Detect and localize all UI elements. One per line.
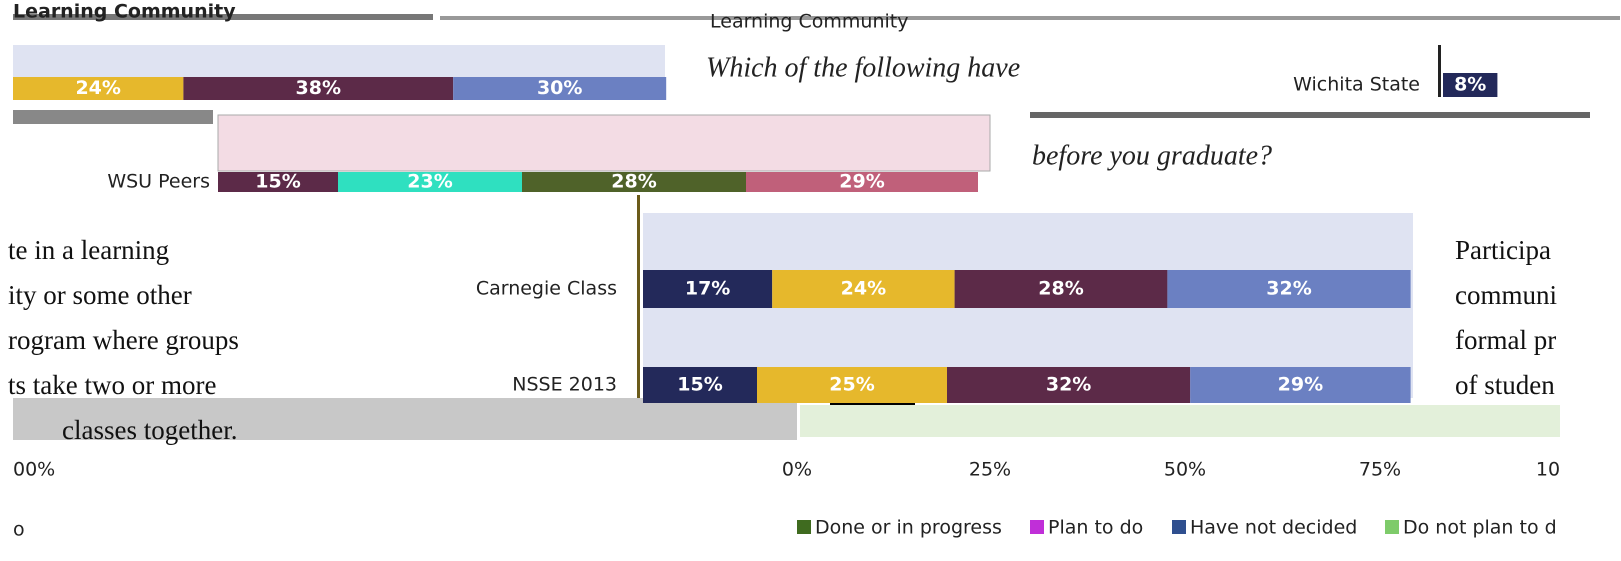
legend-label: Do not plan to d — [1403, 517, 1557, 539]
bar-label: 30% — [537, 77, 582, 99]
bar-segment — [643, 367, 757, 403]
x-tick-label: 50% — [1164, 459, 1206, 481]
legend-swatch — [797, 520, 811, 534]
body-text: communi — [1455, 280, 1557, 310]
bar-segment — [218, 172, 338, 192]
body-text: Participa — [1455, 235, 1551, 265]
bar-segment — [643, 270, 773, 308]
legend-swatch — [1172, 520, 1186, 534]
x-tick-label: 75% — [1359, 459, 1401, 481]
bar-segment — [183, 77, 454, 100]
x-tick-label: 25% — [969, 459, 1011, 481]
bar-segment — [522, 172, 746, 192]
banner: Learning Community — [710, 11, 909, 33]
body-text: te in a learning — [8, 235, 169, 265]
line — [440, 16, 1620, 20]
plot-bg — [13, 45, 665, 77]
row-label: Wichita State — [1293, 74, 1420, 96]
x-tick-label: 10 — [1536, 459, 1560, 481]
bar-label: 23% — [407, 171, 452, 193]
bar-segment — [1190, 367, 1411, 403]
x-tick-label: 0% — [782, 459, 812, 481]
bar-label: 28% — [611, 171, 656, 193]
bar-label: 8% — [1454, 74, 1486, 96]
question: before you graduate? — [1032, 140, 1272, 171]
axis-line — [637, 195, 640, 400]
bar-segment — [947, 367, 1191, 403]
legend-label: Plan to do — [1048, 517, 1143, 539]
bar-label: 24% — [841, 278, 886, 300]
row-label: WSU Peers — [107, 171, 210, 193]
footnote: o — [13, 519, 25, 541]
body-text: ts take two or more — [8, 370, 216, 400]
bar-label: 32% — [1266, 278, 1311, 300]
bar-label: 15% — [677, 374, 722, 396]
x-tick-label: 00% — [13, 459, 55, 481]
bar-segment — [13, 77, 184, 100]
bar-segment — [746, 172, 978, 192]
line — [13, 110, 213, 124]
line — [13, 14, 433, 20]
axis-line — [1438, 45, 1441, 97]
body-text: rogram where groups — [8, 325, 239, 355]
pink-box — [217, 114, 991, 172]
body-text: formal pr — [1455, 325, 1556, 355]
bar-segment — [1443, 73, 1498, 97]
body-text: classes together. — [62, 415, 237, 445]
title: Learning Community — [13, 1, 236, 23]
row-label: Carnegie Class — [476, 278, 617, 300]
bar-segment — [338, 172, 522, 192]
bar-label: 17% — [685, 278, 730, 300]
bar-segment — [954, 270, 1168, 308]
body-text: ity or some other — [8, 280, 192, 310]
row-label: NSSE 2013 — [512, 374, 617, 396]
bar-label: 38% — [296, 77, 341, 99]
question: Which of the following have — [706, 52, 1020, 83]
bar-segment — [1167, 270, 1411, 308]
green-band — [800, 405, 1560, 437]
bar-label: 24% — [75, 77, 120, 99]
bar-label: 29% — [1278, 374, 1323, 396]
bar-segment — [453, 77, 667, 100]
bar-segment — [772, 270, 955, 308]
legend-label: Done or in progress — [815, 517, 1002, 539]
legend-swatch — [1385, 520, 1399, 534]
bar-label: 29% — [839, 171, 884, 193]
bar-label: 28% — [1038, 278, 1083, 300]
legend-label: Have not decided — [1190, 517, 1357, 539]
gray-band — [13, 398, 797, 440]
bar-label: 25% — [829, 374, 874, 396]
line — [1030, 112, 1590, 118]
body-text: of studen — [1455, 370, 1555, 400]
bar-segment — [757, 367, 947, 403]
bar-label: 15% — [255, 171, 300, 193]
legend-swatch — [1030, 520, 1044, 534]
bar-label: 32% — [1046, 374, 1091, 396]
